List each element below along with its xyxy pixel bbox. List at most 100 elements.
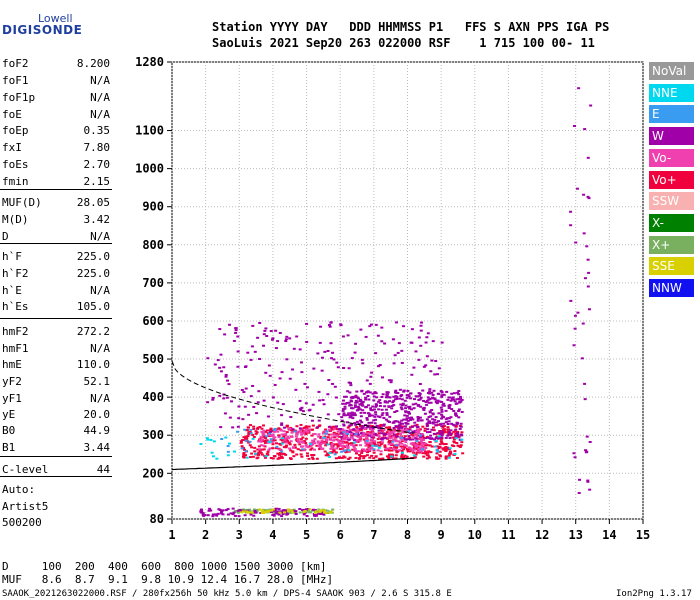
- echo-point: [287, 427, 291, 430]
- echo-point: [391, 401, 395, 404]
- echo-point: [362, 457, 366, 460]
- echo-point: [394, 420, 398, 423]
- echo-point: [226, 450, 230, 453]
- echo-point: [312, 514, 316, 517]
- echo-point: [334, 427, 338, 430]
- echo-point: [452, 409, 456, 412]
- echo-point: [347, 367, 351, 370]
- echo-point: [353, 404, 357, 407]
- echo-point: [425, 435, 429, 438]
- echo-point: [364, 396, 368, 399]
- echo-point: [284, 445, 288, 448]
- echo-point: [377, 434, 381, 437]
- echo-point: [285, 358, 289, 361]
- echo-point: [439, 390, 443, 393]
- echo-point: [408, 407, 412, 410]
- echo-point: [428, 431, 432, 434]
- echo-point: [257, 440, 261, 443]
- echo-point: [369, 426, 373, 429]
- echo-point: [245, 429, 249, 432]
- echo-point: [337, 441, 341, 444]
- echo-point: [440, 391, 444, 394]
- echo-point: [320, 442, 324, 445]
- echo-point: [370, 421, 374, 424]
- echo-point: [365, 379, 369, 382]
- echo-point: [225, 396, 229, 399]
- echo-point: [278, 331, 282, 334]
- echo-point: [435, 452, 439, 455]
- echo-point: [409, 397, 413, 400]
- echo-point: [323, 350, 327, 353]
- echo-point: [307, 425, 311, 428]
- echo-point: [292, 347, 296, 350]
- echo-point: [243, 437, 247, 440]
- echo-point: [380, 395, 384, 398]
- echo-point: [352, 441, 356, 444]
- echo-point: [251, 384, 255, 387]
- echo-point: [385, 431, 389, 434]
- echo-point: [422, 408, 426, 411]
- echo-point: [417, 432, 421, 435]
- param-row: foE N/A: [2, 108, 110, 125]
- echo-point: [329, 447, 333, 450]
- echo-point: [317, 419, 321, 422]
- echo-point: [360, 390, 364, 393]
- echo-point: [351, 412, 355, 415]
- echo-point: [438, 450, 442, 453]
- echo-point: [249, 358, 253, 361]
- echo-point: [440, 410, 444, 413]
- echo-point: [277, 507, 281, 510]
- echo-point: [353, 412, 357, 415]
- param-row: yF2 52.1: [2, 375, 110, 392]
- echo-point: [290, 509, 294, 512]
- echo-point: [569, 210, 573, 213]
- echo-point: [262, 448, 266, 451]
- echo-point: [301, 448, 305, 451]
- x-tick-label: 7: [370, 528, 377, 542]
- echo-point: [365, 454, 369, 457]
- echo-point: [419, 396, 423, 399]
- echo-point: [428, 392, 432, 395]
- param-value: N/A: [90, 74, 110, 87]
- echo-point: [347, 401, 351, 404]
- echo-point: [398, 442, 402, 445]
- echo-point: [372, 448, 376, 451]
- echo-point: [287, 441, 291, 444]
- echo-point: [411, 435, 415, 438]
- echo-point: [326, 454, 330, 457]
- param-value: 44.9: [83, 424, 111, 437]
- echo-point: [442, 393, 446, 396]
- echo-point: [353, 414, 357, 417]
- echo-point: [340, 439, 344, 442]
- echo-point: [231, 426, 235, 429]
- echo-point: [371, 405, 375, 408]
- echo-point: [442, 404, 446, 407]
- echo-point: [358, 419, 362, 422]
- x-tick-label: 8: [404, 528, 411, 542]
- echo-point: [265, 435, 269, 438]
- echo-point: [586, 195, 590, 198]
- echo-point: [402, 436, 406, 439]
- echo-point: [318, 341, 322, 344]
- echo-point: [341, 446, 345, 449]
- echo-point: [256, 426, 260, 429]
- param-name: hmF2: [2, 325, 29, 338]
- echo-point: [300, 433, 304, 436]
- echo-point: [320, 369, 324, 372]
- echo-point: [380, 340, 384, 343]
- echo-point: [271, 434, 275, 437]
- echo-point: [428, 390, 432, 393]
- echo-point: [280, 442, 284, 445]
- echo-point: [347, 412, 351, 415]
- echo-point: [288, 377, 292, 380]
- echo-point: [323, 450, 327, 453]
- echo-point: [344, 395, 348, 398]
- echo-point: [354, 342, 358, 345]
- echo-point: [400, 408, 404, 411]
- echo-point: [408, 436, 412, 439]
- echo-point: [438, 454, 442, 457]
- echo-point: [380, 441, 384, 444]
- echo-point: [450, 397, 454, 400]
- echo-point: [452, 440, 456, 443]
- echo-point: [371, 432, 375, 435]
